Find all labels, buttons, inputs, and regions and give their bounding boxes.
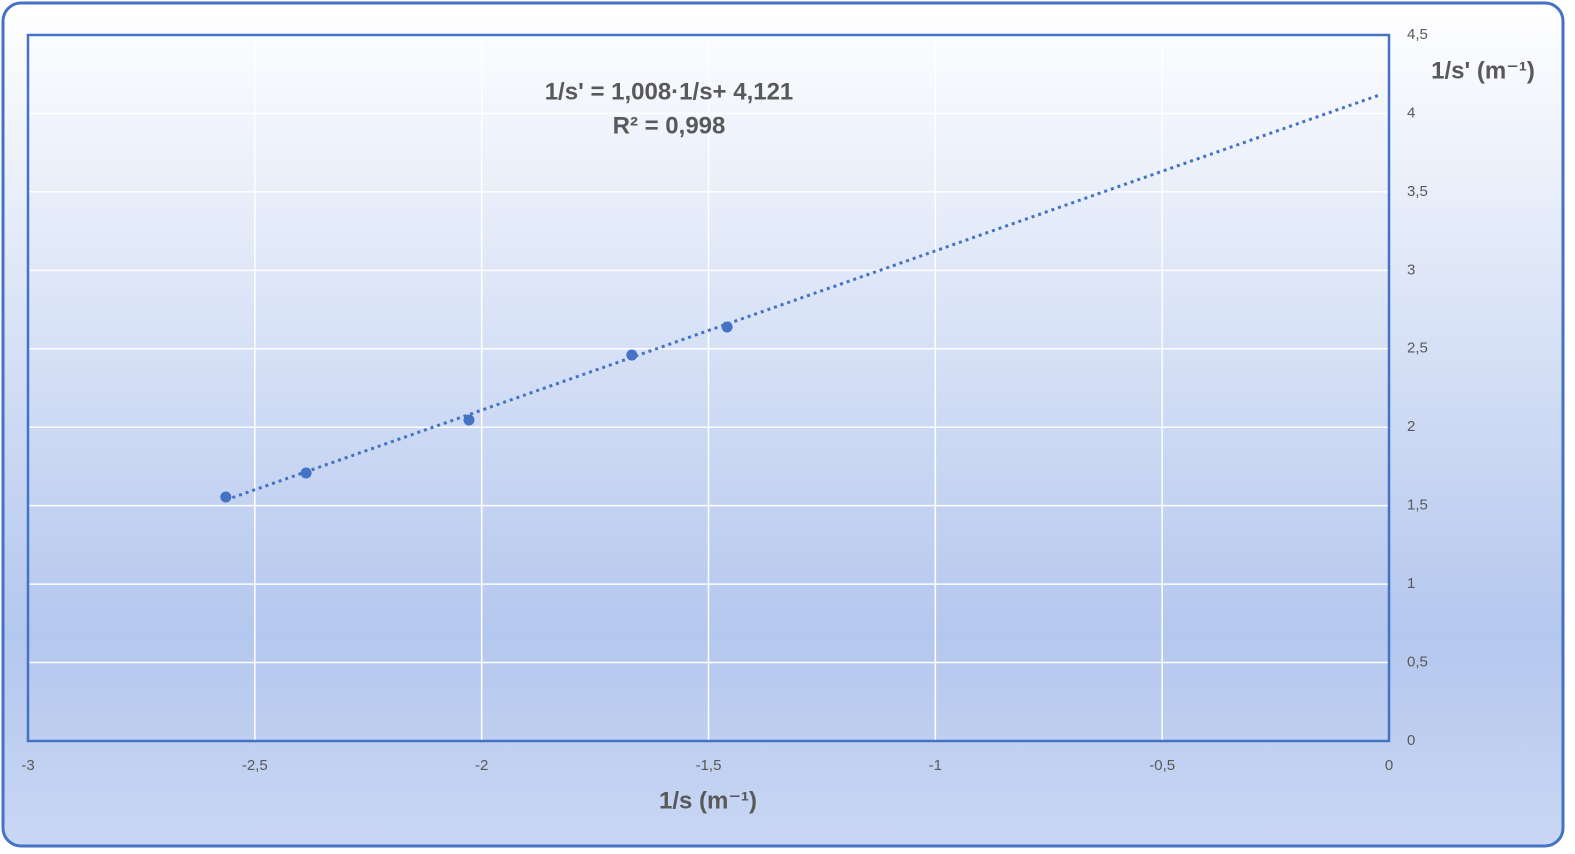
y-tick-label: 4 bbox=[1407, 104, 1415, 121]
trendline-equation: 1/s' = 1,008·1/s+ 4,121 bbox=[545, 78, 794, 105]
x-tick-label: -2,5 bbox=[242, 757, 268, 774]
y-tick-label: 0 bbox=[1407, 732, 1415, 749]
x-tick-label: -1 bbox=[929, 757, 942, 774]
y-tick-label: 3 bbox=[1407, 261, 1415, 278]
x-tick-label: -1,5 bbox=[696, 757, 722, 774]
x-tick-label: -0,5 bbox=[1149, 757, 1175, 774]
trendline bbox=[225, 93, 1382, 502]
x-tick-label: 0 bbox=[1385, 757, 1393, 774]
y-axis-title: 1/s' (m⁻¹) bbox=[1431, 57, 1535, 84]
y-tick-label: 3,5 bbox=[1407, 183, 1428, 200]
y-tick-label: 4,5 bbox=[1407, 26, 1428, 43]
y-tick-label: 1 bbox=[1407, 575, 1415, 592]
x-axis-title: 1/s (m⁻¹) bbox=[659, 787, 757, 814]
data-point bbox=[626, 349, 638, 361]
plot-border bbox=[26, 33, 1391, 743]
x-tick-label: -3 bbox=[21, 757, 34, 774]
y-tick-label: 0,5 bbox=[1407, 654, 1428, 671]
y-tick-label: 2 bbox=[1407, 418, 1415, 435]
data-point bbox=[220, 491, 232, 503]
x-tick-label: -2 bbox=[475, 757, 488, 774]
y-tick-label: 2,5 bbox=[1407, 340, 1428, 357]
y-tick-label: 1,5 bbox=[1407, 497, 1428, 514]
data-point bbox=[300, 467, 312, 479]
trendline-r2: R² = 0,998 bbox=[613, 112, 726, 139]
data-point bbox=[463, 414, 475, 426]
data-point bbox=[721, 321, 733, 333]
